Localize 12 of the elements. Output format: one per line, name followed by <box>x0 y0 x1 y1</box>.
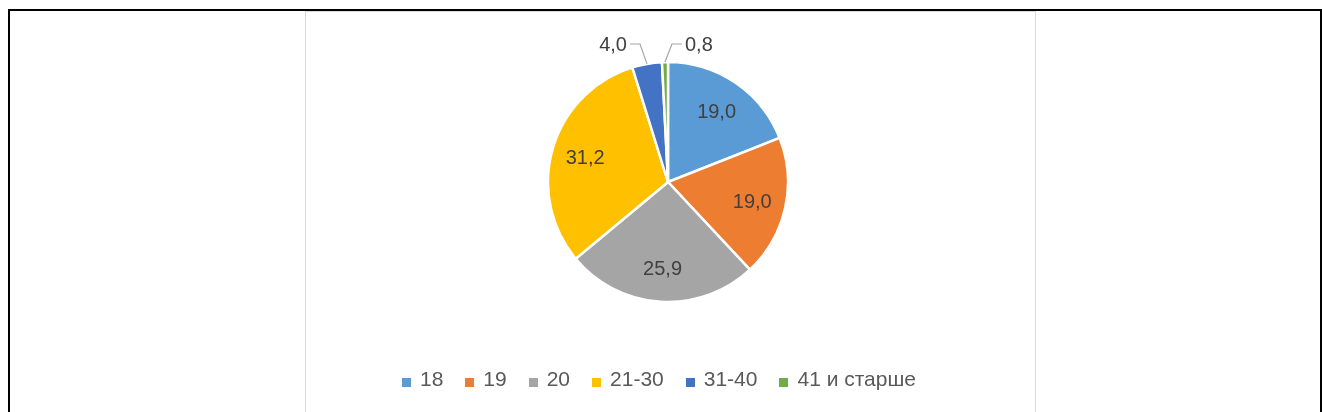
data-label: 19,0 <box>697 99 737 122</box>
legend-label: 21-30 <box>610 367 664 390</box>
data-label: 25,9 <box>643 257 683 280</box>
legend-label: 20 <box>546 367 571 390</box>
legend-label: 31-40 <box>703 367 758 390</box>
legend-label: 18 <box>419 367 444 390</box>
data-label: 31,2 <box>565 146 605 169</box>
data-label: 0,8 <box>684 33 713 55</box>
legend-label: 19 <box>483 367 507 390</box>
data-label: 4,0 <box>599 33 627 55</box>
data-label: 19,0 <box>732 190 772 212</box>
legend-label: 41 и старше <box>797 367 917 390</box>
